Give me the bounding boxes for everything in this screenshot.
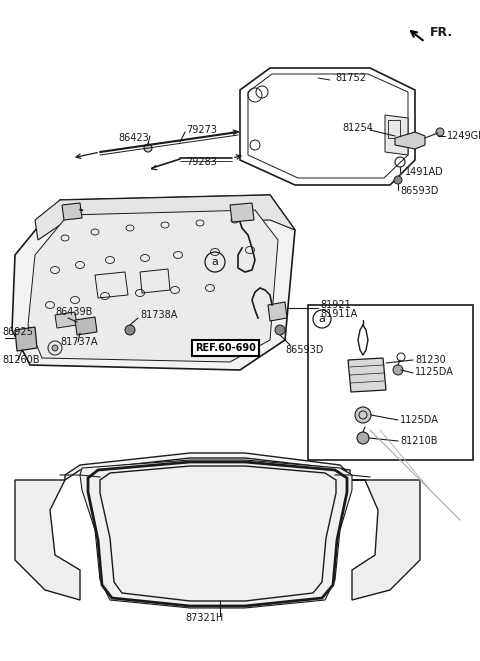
Polygon shape — [348, 358, 386, 392]
Polygon shape — [230, 203, 254, 222]
Polygon shape — [55, 312, 77, 328]
Circle shape — [52, 345, 58, 351]
Text: 81911A: 81911A — [320, 309, 357, 319]
Polygon shape — [350, 480, 420, 600]
Text: 79283: 79283 — [186, 157, 217, 167]
Polygon shape — [75, 317, 97, 335]
Circle shape — [394, 176, 402, 184]
Circle shape — [144, 144, 152, 152]
Circle shape — [436, 128, 444, 136]
Circle shape — [125, 325, 135, 335]
Text: a: a — [212, 257, 218, 267]
Polygon shape — [65, 453, 350, 480]
Bar — [308, 305, 473, 460]
Polygon shape — [395, 132, 425, 149]
Circle shape — [355, 407, 371, 423]
Polygon shape — [15, 480, 80, 600]
Circle shape — [275, 325, 285, 335]
Text: 81210B: 81210B — [400, 436, 437, 446]
Text: 81230: 81230 — [415, 355, 446, 365]
Text: 81738A: 81738A — [140, 310, 178, 320]
Text: 1249GE: 1249GE — [447, 131, 480, 141]
Circle shape — [393, 365, 403, 375]
Text: REF.60-690: REF.60-690 — [195, 343, 256, 353]
Text: 86439B: 86439B — [55, 307, 92, 317]
Text: 81752: 81752 — [335, 73, 366, 83]
Polygon shape — [80, 460, 352, 608]
Polygon shape — [15, 327, 37, 351]
Bar — [388, 120, 400, 138]
Polygon shape — [28, 210, 278, 362]
Text: a: a — [319, 314, 325, 324]
Text: 81921: 81921 — [320, 300, 351, 310]
Text: 86423: 86423 — [118, 133, 149, 143]
Text: 87321H: 87321H — [185, 613, 223, 623]
Text: 86925: 86925 — [2, 327, 33, 337]
Text: 81254: 81254 — [342, 123, 373, 133]
Text: 1125DA: 1125DA — [400, 415, 439, 425]
Circle shape — [357, 432, 369, 444]
Text: FR.: FR. — [430, 26, 453, 39]
Text: 79273: 79273 — [186, 125, 217, 135]
Polygon shape — [385, 115, 408, 155]
Polygon shape — [35, 195, 295, 240]
Polygon shape — [268, 302, 287, 321]
Text: 1125DA: 1125DA — [415, 367, 454, 377]
Text: 81737A: 81737A — [60, 337, 97, 347]
Text: 86593D: 86593D — [400, 186, 438, 196]
Polygon shape — [62, 203, 82, 220]
Text: 1491AD: 1491AD — [405, 167, 444, 177]
Text: 81260B: 81260B — [2, 355, 39, 365]
Text: 86593D: 86593D — [285, 345, 324, 355]
Polygon shape — [12, 195, 295, 370]
